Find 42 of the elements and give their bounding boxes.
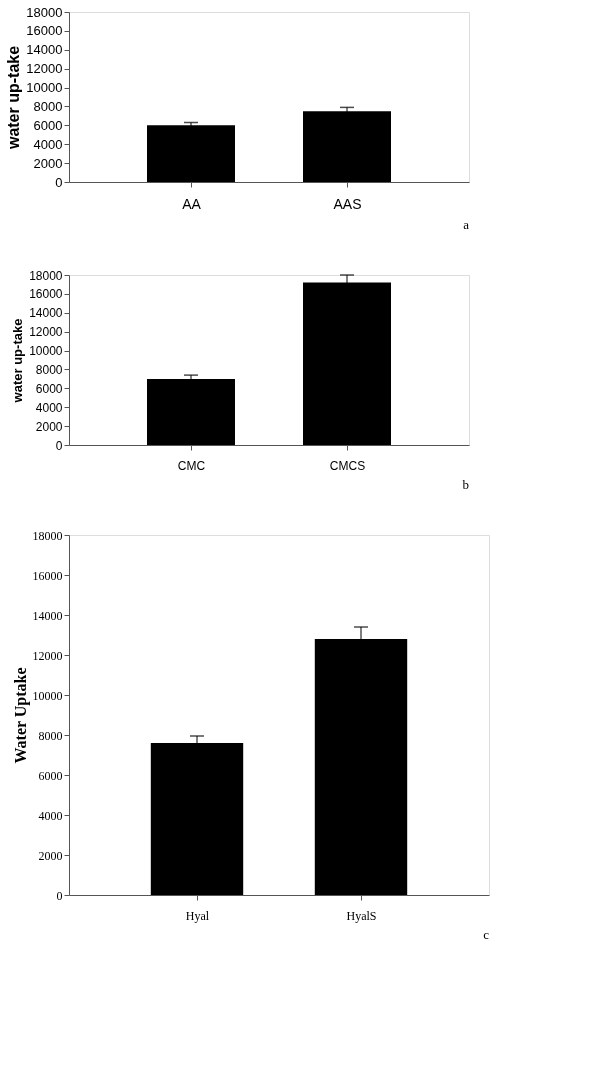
y-tick-label: 16000 [29, 287, 63, 302]
x-tick-label: AA [182, 195, 202, 212]
y-axis-title: Water Uptake [11, 667, 30, 764]
x-tick-label: AAS [333, 195, 362, 212]
y-axis-title: water up-take [10, 318, 26, 404]
y-tick-label: 0 [55, 438, 63, 453]
y-tick-label: 2000 [35, 419, 63, 434]
y-tick-label: 6000 [33, 117, 63, 133]
y-tick-label: 14000 [29, 306, 63, 321]
y-tick-label: 2000 [33, 155, 63, 171]
y-axis-title: water up-take [5, 45, 23, 151]
y-tick-label: 12000 [26, 61, 63, 77]
y-tick-label: 8000 [35, 362, 63, 377]
y-tick-label: 2000 [38, 848, 63, 863]
y-tick-label: 12000 [32, 648, 63, 663]
x-tick-label: CMC [177, 458, 206, 473]
x-tick-label: CMCS [329, 458, 366, 473]
y-tick-label: 10000 [29, 344, 63, 359]
y-tick-label: 16000 [26, 23, 63, 39]
y-tick-label: 4000 [35, 400, 63, 415]
x-tick-label: Hyal [185, 908, 210, 923]
y-tick-label: 14000 [32, 608, 63, 623]
y-tick-label: 14000 [26, 42, 63, 58]
y-tick-label: 18000 [26, 4, 63, 20]
y-tick-label: 4000 [38, 808, 63, 823]
y-tick-label: 10000 [26, 80, 63, 96]
y-tick-label: 12000 [29, 325, 63, 340]
y-tick-label: 8000 [38, 728, 63, 743]
y-tick-label: 10000 [32, 688, 63, 703]
y-tick-label: 18000 [29, 268, 63, 283]
y-tick-label: 0 [56, 888, 63, 903]
text: b [462, 477, 469, 492]
y-tick-label: 6000 [38, 768, 63, 783]
text: c [483, 927, 490, 942]
x-tick-label: HyalS [346, 908, 377, 923]
y-tick-label: 18000 [32, 528, 63, 543]
y-tick-label: 6000 [35, 381, 63, 396]
y-tick-label: 16000 [32, 568, 63, 583]
y-tick-label: 0 [55, 174, 63, 190]
y-tick-label: 8000 [33, 98, 63, 114]
y-tick-label: 4000 [33, 136, 63, 152]
text: a [463, 217, 470, 232]
